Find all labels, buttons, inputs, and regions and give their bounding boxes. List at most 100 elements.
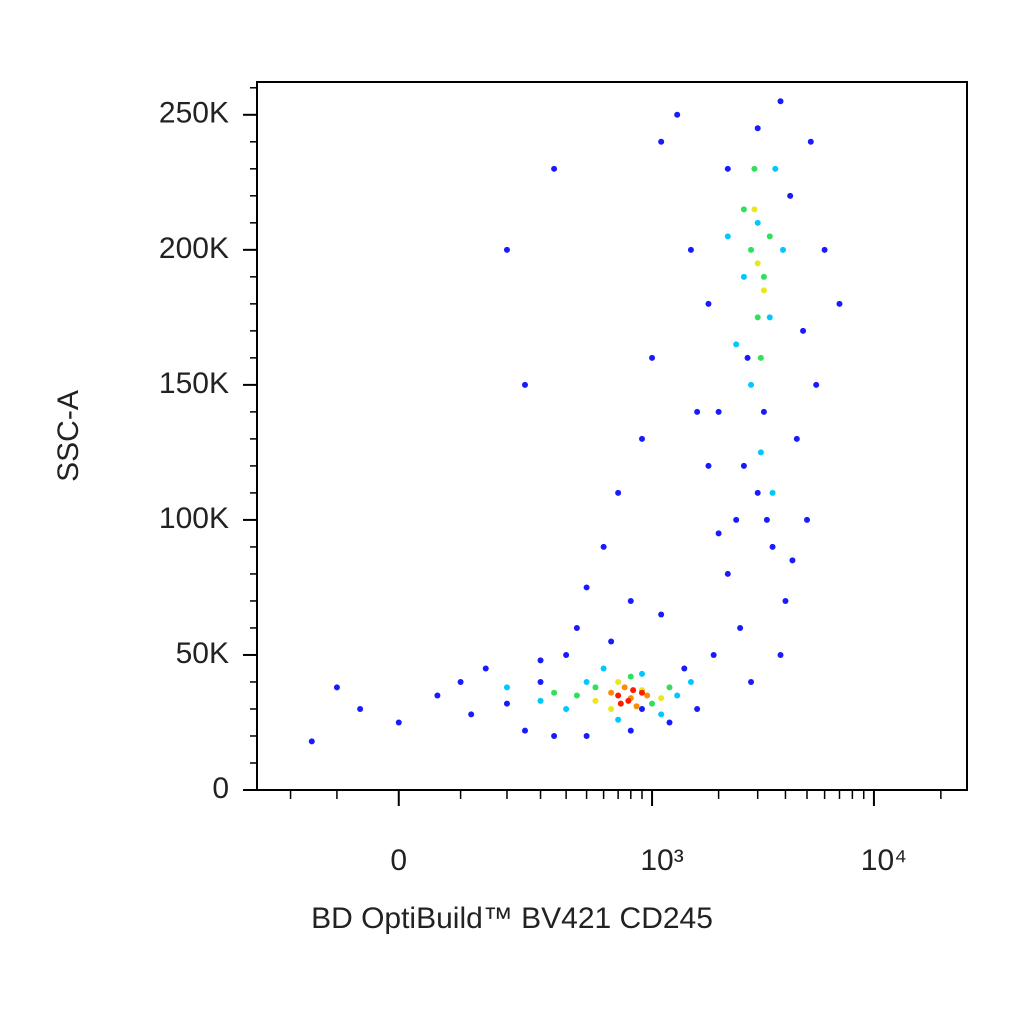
point xyxy=(583,678,590,685)
point xyxy=(434,692,441,699)
point xyxy=(777,651,784,658)
point xyxy=(780,246,787,253)
point xyxy=(766,233,773,240)
point xyxy=(649,354,656,361)
point xyxy=(748,246,755,253)
point xyxy=(687,246,694,253)
point xyxy=(705,462,712,469)
point xyxy=(503,246,510,253)
point xyxy=(615,678,622,685)
point xyxy=(615,692,622,699)
point xyxy=(333,684,340,691)
point xyxy=(740,462,747,469)
point xyxy=(821,246,828,253)
point xyxy=(583,732,590,739)
point xyxy=(621,684,628,691)
point xyxy=(715,408,722,415)
point xyxy=(751,165,758,172)
y-tick-label: 150K xyxy=(159,367,229,400)
point xyxy=(772,165,779,172)
point xyxy=(754,260,761,267)
point xyxy=(777,98,784,105)
point xyxy=(638,689,645,696)
point xyxy=(724,165,731,172)
point xyxy=(395,719,402,726)
point xyxy=(733,341,740,348)
y-axis-label: SSC-A xyxy=(52,390,85,482)
point xyxy=(748,678,755,685)
point xyxy=(760,273,767,280)
point xyxy=(674,111,681,118)
point xyxy=(644,692,651,699)
point xyxy=(600,543,607,550)
point xyxy=(658,611,665,618)
point xyxy=(687,678,694,685)
point xyxy=(757,449,764,456)
point xyxy=(658,138,665,145)
point xyxy=(617,700,624,707)
y-tick-label: 200K xyxy=(159,232,229,265)
point xyxy=(804,516,811,523)
y-tick-label: 0 xyxy=(212,772,229,805)
point xyxy=(751,206,758,213)
point xyxy=(763,516,770,523)
point xyxy=(715,530,722,537)
point xyxy=(638,670,645,677)
point xyxy=(457,678,464,685)
point xyxy=(666,719,673,726)
point xyxy=(760,408,767,415)
point xyxy=(551,165,558,172)
point xyxy=(627,597,634,604)
point xyxy=(573,624,580,631)
point xyxy=(503,684,510,691)
point xyxy=(573,692,580,699)
point xyxy=(666,684,673,691)
point xyxy=(537,697,544,704)
point xyxy=(615,716,622,723)
point xyxy=(308,738,315,745)
point xyxy=(754,489,761,496)
point xyxy=(737,624,744,631)
point xyxy=(754,314,761,321)
point xyxy=(769,543,776,550)
point xyxy=(633,703,640,710)
point xyxy=(733,516,740,523)
point xyxy=(766,314,773,321)
point xyxy=(630,687,637,694)
point xyxy=(757,354,764,361)
point xyxy=(658,695,665,702)
point xyxy=(658,711,665,718)
point xyxy=(649,700,656,707)
y-tick-label: 250K xyxy=(159,97,229,130)
point xyxy=(787,192,794,199)
point xyxy=(674,692,681,699)
point xyxy=(522,727,529,734)
point xyxy=(592,697,599,704)
point xyxy=(724,233,731,240)
point xyxy=(627,673,634,680)
point xyxy=(583,584,590,591)
y-tick-label: 100K xyxy=(159,502,229,535)
point xyxy=(563,651,570,658)
x-tick-label: 0 xyxy=(390,844,407,877)
point xyxy=(800,327,807,334)
point xyxy=(740,273,747,280)
point xyxy=(760,287,767,294)
point xyxy=(694,705,701,712)
x-axis-label: BD OptiBuild™ BV421 CD245 xyxy=(311,902,713,935)
point xyxy=(638,705,645,712)
point xyxy=(748,381,755,388)
point xyxy=(357,705,364,712)
point xyxy=(681,665,688,672)
point xyxy=(793,435,800,442)
point xyxy=(625,697,632,704)
point xyxy=(836,300,843,307)
point xyxy=(592,684,599,691)
point xyxy=(705,300,712,307)
point xyxy=(600,665,607,672)
point xyxy=(782,597,789,604)
point xyxy=(769,489,776,496)
point xyxy=(754,125,761,132)
point xyxy=(627,727,634,734)
